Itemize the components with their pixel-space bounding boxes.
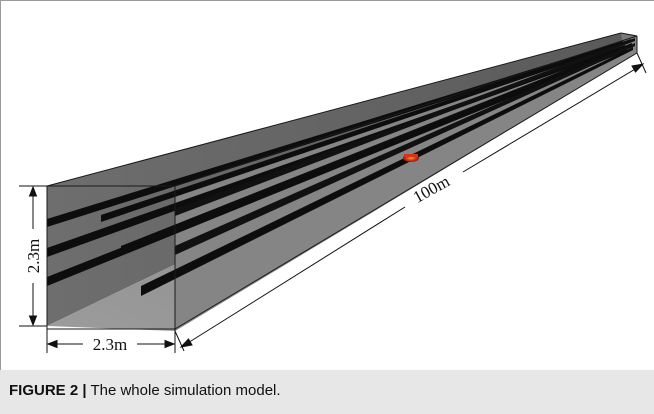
- simulation-model-image: 2.3m 2.3m 100m: [0, 0, 654, 371]
- width-arrow-left-icon: [46, 339, 58, 349]
- tunnel-top-left-edge: [46, 32, 622, 187]
- tunnel-right-wall: [175, 36, 637, 331]
- tunnel-front-opening: [46, 185, 176, 330]
- width-dimension: [46, 329, 176, 353]
- cable-tray: [101, 39, 631, 222]
- length-dimension-far-tick: [636, 52, 647, 74]
- length-dimension: [174, 52, 647, 352]
- tunnel-far-edge: [620, 32, 638, 37]
- length-dimension-line-far: [462, 64, 643, 173]
- tunnel-model-diagram: 2.3m 2.3m 100m: [19, 32, 647, 354]
- height-arrow-up-icon: [28, 185, 38, 197]
- caption-bar: FIGURE 2 | The whole simulation model.: [0, 370, 654, 414]
- height-dimension: [19, 185, 47, 327]
- tunnel-bottom-right-edge: [174, 52, 638, 330]
- cable-tray: [121, 43, 632, 254]
- length-dimension-line-near: [182, 206, 406, 347]
- cable-tray: [175, 43, 635, 255]
- height-dimension-label: 2.3m: [24, 239, 43, 273]
- tunnel-top-right-edge: [174, 35, 638, 187]
- figure-caption: FIGURE 2 | The whole simulation model.: [9, 382, 281, 399]
- width-arrow-right-icon: [164, 339, 176, 349]
- cable-tray: [47, 48, 627, 286]
- length-arrow-far-icon: [631, 63, 645, 73]
- figure-number: FIGURE 2 |: [9, 382, 87, 399]
- height-arrow-down-icon: [28, 315, 38, 327]
- length-dimension-near-tick: [174, 330, 185, 352]
- cable-tray: [175, 38, 635, 216]
- tunnel-frame: [46, 32, 638, 330]
- length-arrow-near-icon: [179, 338, 193, 348]
- figure-caption-text: The whole simulation model.: [90, 382, 281, 399]
- fire-source-base: [404, 154, 418, 157]
- cable-tray: [141, 47, 633, 296]
- width-dimension-label: 2.3m: [93, 335, 127, 354]
- fire-source: [403, 154, 419, 162]
